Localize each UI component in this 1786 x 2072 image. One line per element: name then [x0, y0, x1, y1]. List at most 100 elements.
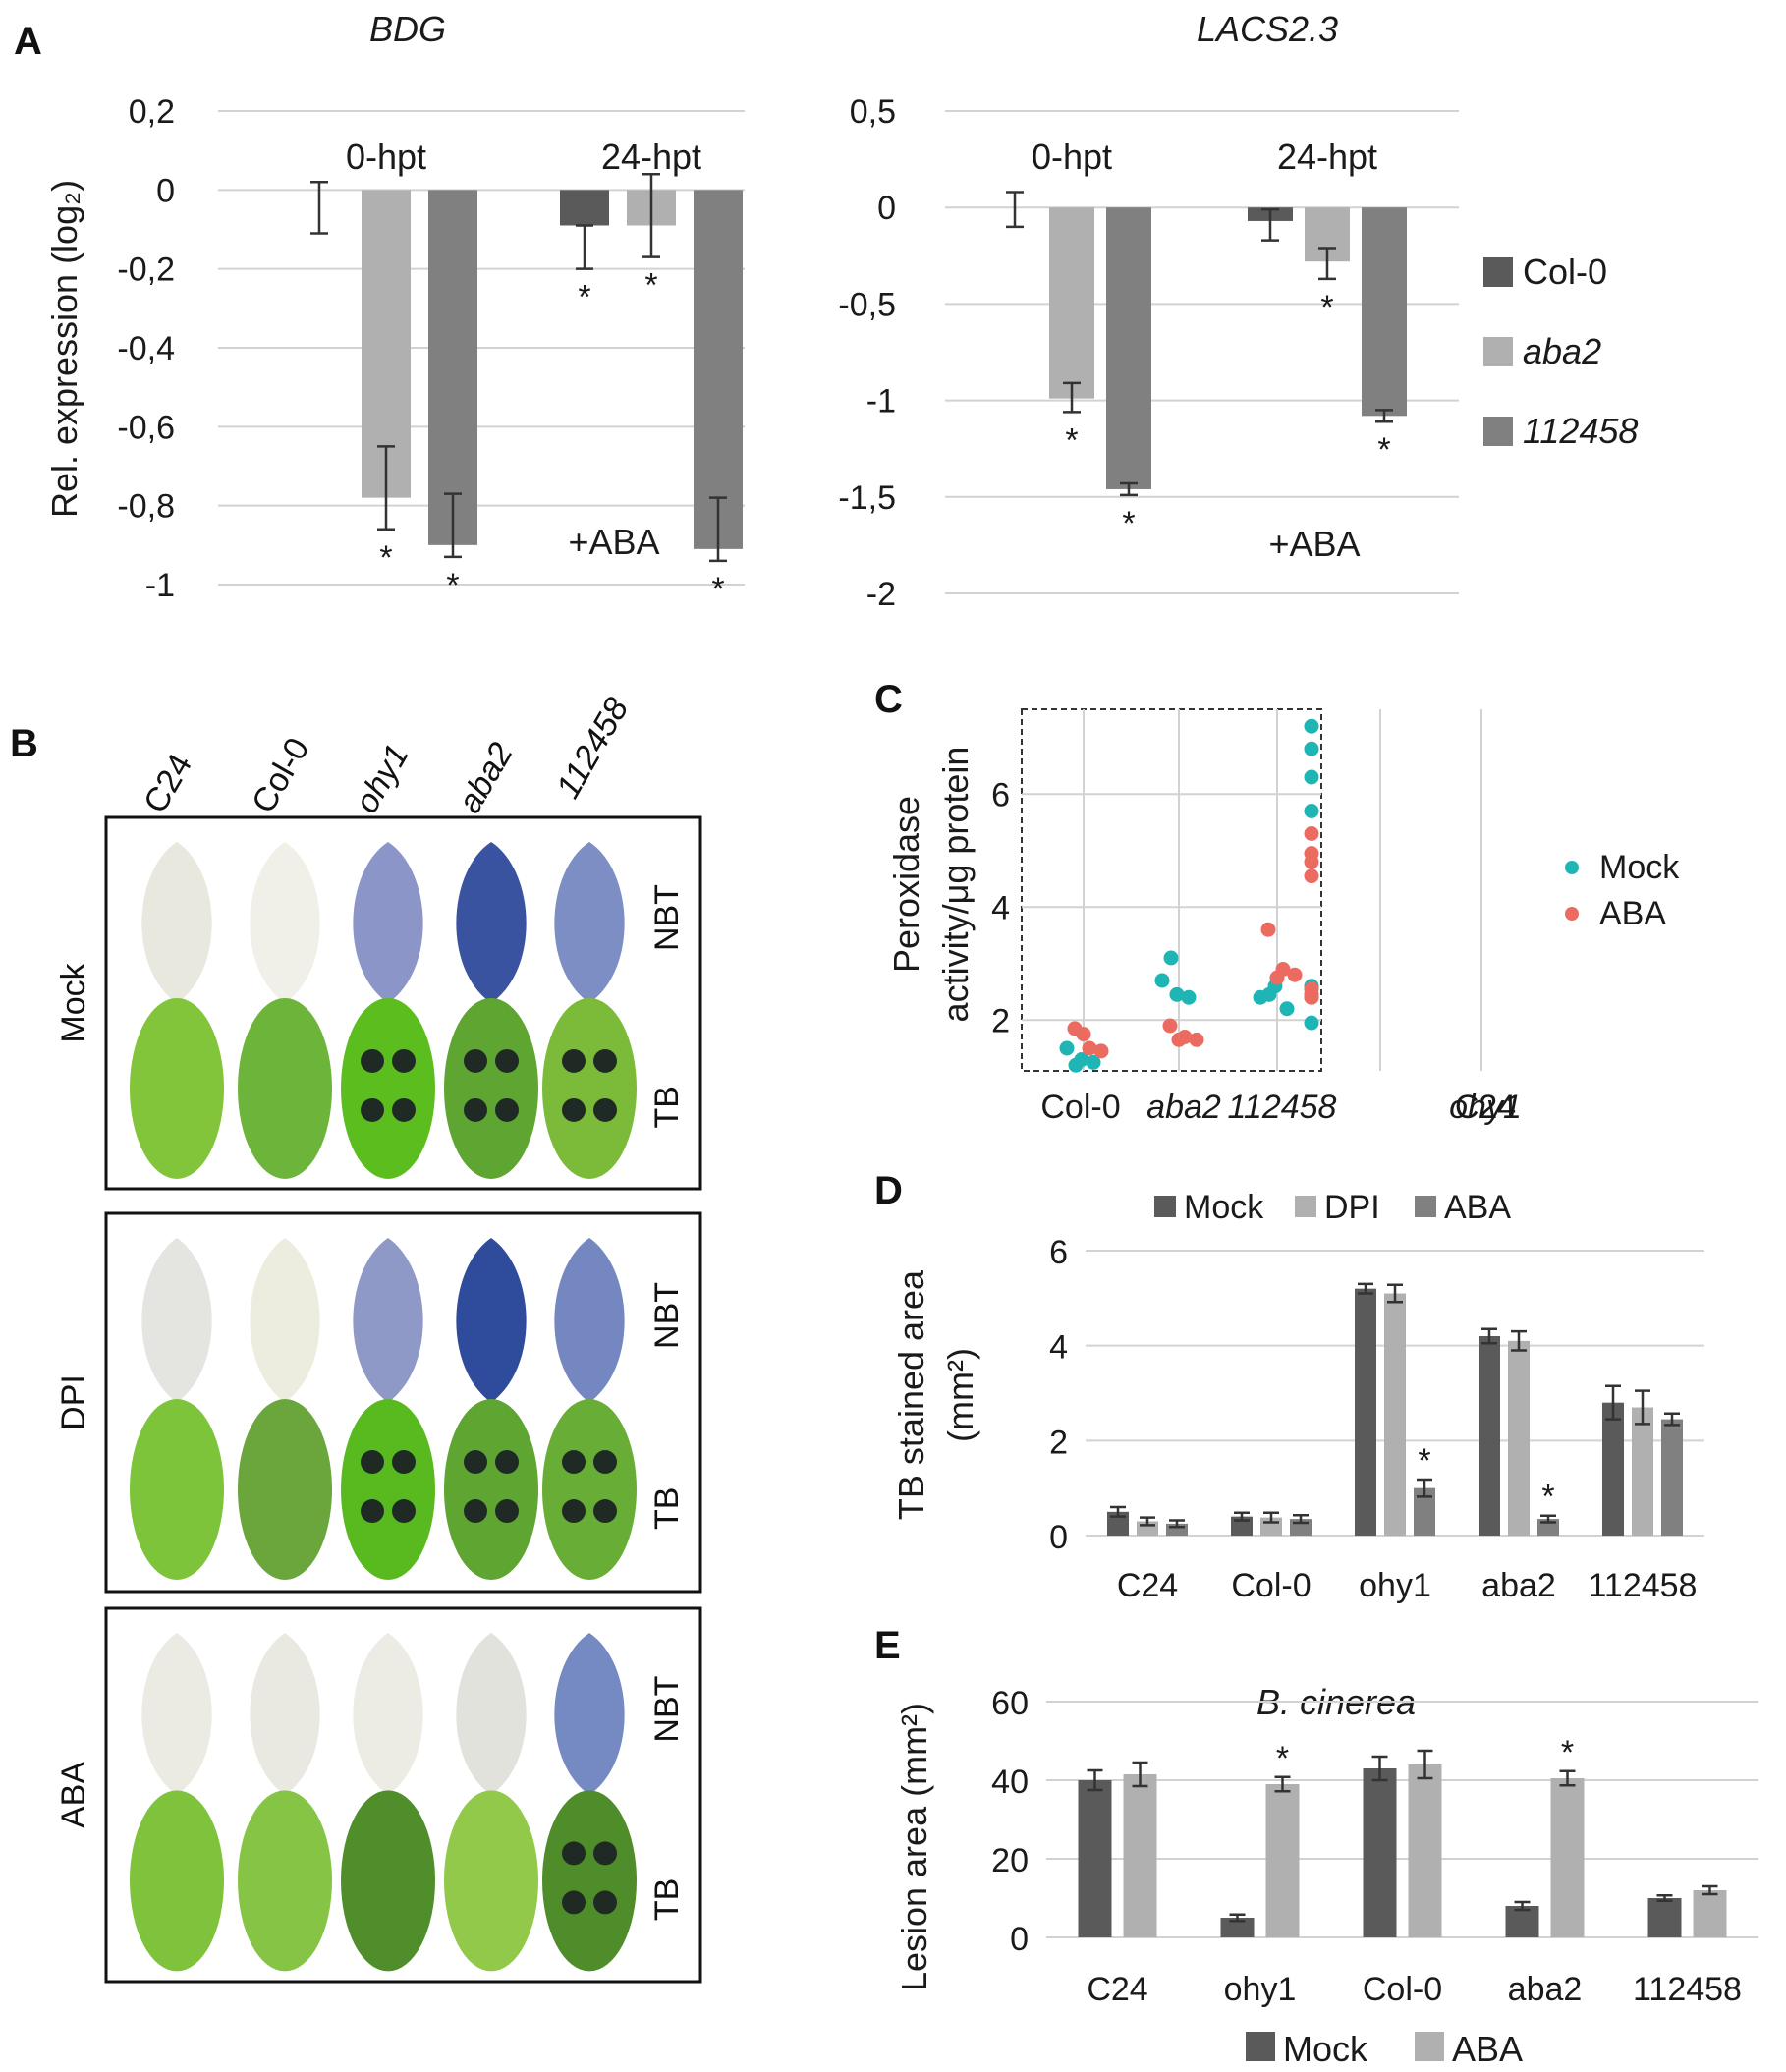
- y-tick-label: 0,5: [850, 93, 896, 131]
- x-tick-label: Col-0: [1040, 1089, 1120, 1126]
- nbt-leaf: [141, 1633, 212, 1795]
- data-point: [1181, 989, 1197, 1005]
- data-point: [1162, 1018, 1178, 1034]
- error-bar: [1656, 1893, 1673, 1903]
- data-point: [1076, 1027, 1091, 1042]
- y-tick-label: 4: [991, 889, 1010, 926]
- data-point: [1059, 1040, 1075, 1056]
- plot-frame: [1021, 708, 1322, 1072]
- bar: [1408, 1764, 1442, 1937]
- tb-leaf: [238, 997, 332, 1179]
- legend-swatch: [1295, 1196, 1316, 1217]
- panel-e-letter: E: [874, 1624, 901, 1667]
- tb-lesion-spot: [562, 1890, 586, 1915]
- error-bar: [576, 224, 593, 270]
- error-bar: [1169, 1519, 1185, 1529]
- row-label: ABA: [55, 1762, 92, 1828]
- data-point: [1304, 741, 1319, 756]
- tb-lesion-spot: [361, 1048, 384, 1073]
- aba-label: +ABA: [1268, 524, 1360, 564]
- nbt-leaf: [456, 842, 527, 1003]
- data-point: [1287, 967, 1303, 982]
- bar: [1602, 1402, 1624, 1536]
- tb-lesion-spot: [464, 1499, 487, 1524]
- error-bar: [1140, 1516, 1155, 1527]
- error-bar: [1387, 1283, 1403, 1304]
- y-tick-label: 2: [1049, 1424, 1068, 1461]
- error-bar: [1371, 1755, 1388, 1782]
- error-bar: [1514, 1900, 1531, 1912]
- tb-lesion-spot: [495, 1499, 519, 1524]
- tb-lesion-spot: [361, 1450, 384, 1475]
- legend-swatch-aba2: [1483, 337, 1513, 366]
- y-axis-title-line2: (mm²): [940, 1348, 980, 1442]
- tb-lesion-spot: [464, 1450, 487, 1475]
- y-tick-label: -0,4: [117, 330, 175, 367]
- tb-lesion-spot: [361, 1097, 384, 1122]
- tb-lesion-spot: [392, 1499, 416, 1524]
- error-bar: [1110, 1505, 1126, 1518]
- nbt-leaf: [250, 1238, 320, 1403]
- tb-lesion-spot: [562, 1841, 586, 1866]
- nbt-leaf: [250, 1633, 320, 1795]
- tb-lesion-spot: [562, 1097, 586, 1122]
- legend-dot: [1565, 907, 1579, 921]
- tb-leaf: [238, 1790, 332, 1972]
- row-label: Mock: [55, 962, 92, 1042]
- error-bar: [1511, 1329, 1527, 1352]
- tb-lesion-spot: [464, 1097, 487, 1122]
- error-bar: [1702, 1884, 1718, 1896]
- error-bar: [1605, 1384, 1621, 1421]
- data-point: [1154, 973, 1170, 988]
- tb-leaf: [238, 1399, 332, 1581]
- stain-label-nbt: NBT: [648, 884, 686, 951]
- legend-label: ABA: [1452, 2029, 1523, 2069]
- bar: [1632, 1407, 1653, 1536]
- error-bar: [377, 445, 395, 532]
- column-label: 112458: [549, 692, 636, 805]
- x-tick-label: ohy1: [1359, 1567, 1431, 1604]
- y-tick-label: 2: [991, 1002, 1010, 1039]
- y-tick-label: -1: [866, 383, 896, 420]
- y-tick-label: 60: [991, 1685, 1029, 1722]
- group-label: 24-hpt: [1277, 137, 1377, 177]
- error-bar: [709, 496, 727, 563]
- bar: [1049, 207, 1094, 399]
- row-label: DPI: [55, 1374, 92, 1430]
- error-bar: [1261, 207, 1279, 242]
- panel-b-box: [104, 1606, 702, 1984]
- error-bar: [444, 492, 462, 559]
- nbt-leaf: [353, 1633, 423, 1795]
- significance-star: *: [1065, 421, 1078, 459]
- tb-lesion-spot: [464, 1048, 487, 1073]
- significance-star: *: [1122, 505, 1135, 542]
- legend-label: DPI: [1324, 1189, 1380, 1226]
- nbt-leaf: [141, 1238, 212, 1403]
- data-point: [1086, 1054, 1101, 1070]
- x-tick-label: 112458: [1589, 1567, 1698, 1604]
- tb-leaf: [542, 1399, 637, 1581]
- panel-d: D 0 2 4 6 C24 Col-0 ohy1 * aba2 * 112458 TB stained…: [874, 1169, 1704, 1604]
- data-point: [1304, 854, 1319, 869]
- significance-star: *: [446, 567, 459, 604]
- error-bar: [310, 181, 328, 235]
- error-bar: [1229, 1913, 1246, 1923]
- nbt-leaf: [250, 842, 320, 1003]
- y-tick-label: -1,5: [838, 479, 896, 517]
- data-point: [1169, 986, 1185, 1002]
- bar: [1550, 1778, 1585, 1937]
- error-bar: [1481, 1327, 1497, 1345]
- legend-label: ABA: [1599, 895, 1666, 932]
- bar: [694, 190, 743, 549]
- significance-star: *: [1561, 1734, 1574, 1771]
- tb-leaf: [542, 1790, 637, 1972]
- y-tick-label: 0,2: [129, 93, 175, 131]
- data-point: [1279, 1001, 1295, 1017]
- tb-lesion-spot: [593, 1890, 617, 1915]
- significance-star: *: [1320, 289, 1333, 326]
- stain-label-tb: TB: [648, 1086, 686, 1128]
- legend-swatch: [1415, 1196, 1436, 1217]
